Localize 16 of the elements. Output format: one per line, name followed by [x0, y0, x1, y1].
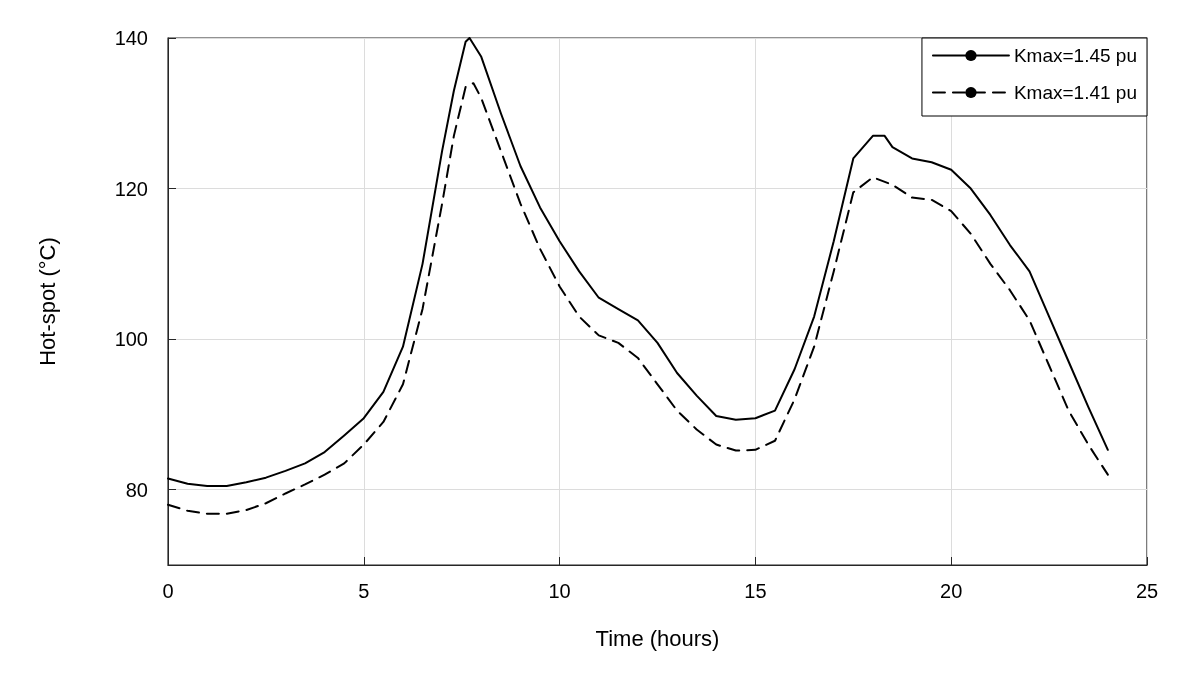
line-series	[167, 82, 1109, 515]
y-tick-label: 80	[125, 478, 148, 501]
y-axis-title: Hot-spot (°C)	[34, 237, 60, 366]
x-tick-label: 5	[358, 580, 370, 602]
x-tick-label: 25	[1135, 580, 1159, 602]
x-tick-label: 0	[162, 580, 174, 602]
x-axis-title: Time (hours)	[595, 625, 720, 651]
legend-label: Kmax=1.41 pu	[1013, 82, 1138, 103]
x-tick-label: 15	[744, 580, 767, 602]
x-tick-label: 10	[548, 580, 571, 602]
y-tick-label: 100	[114, 328, 148, 351]
y-tick-label: 140	[114, 27, 148, 49]
x-tick-label: 20	[940, 580, 963, 602]
y-tick-label: 120	[114, 177, 148, 200]
legend-label: Kmax=1.45 pu	[1013, 45, 1138, 66]
line-series	[167, 37, 1109, 487]
